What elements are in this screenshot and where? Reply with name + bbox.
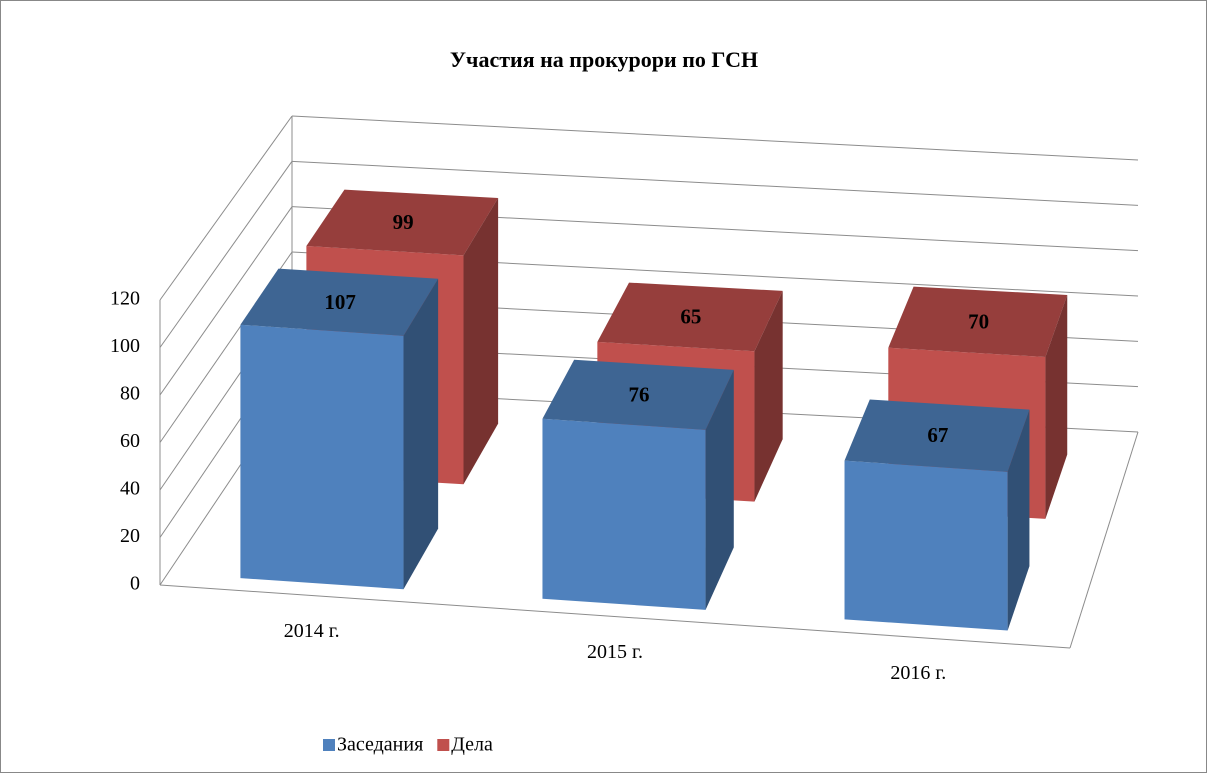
data-label: 99 bbox=[393, 210, 414, 234]
bar-side bbox=[754, 290, 783, 502]
grid-line bbox=[159, 206, 293, 396]
y-tick-label: 0 bbox=[130, 573, 140, 595]
legend-label: Заседания bbox=[337, 734, 423, 756]
bar-front bbox=[240, 324, 404, 590]
bar-side bbox=[1045, 294, 1068, 519]
data-label: 70 bbox=[968, 309, 989, 333]
data-label: 67 bbox=[927, 423, 948, 447]
grid-line bbox=[291, 160, 1139, 206]
bar-top bbox=[844, 399, 1030, 472]
x-tick-label: 2016 г. bbox=[890, 662, 946, 684]
data-label: 76 bbox=[628, 382, 649, 406]
bar-side bbox=[705, 369, 734, 610]
floor-edge bbox=[1069, 431, 1139, 649]
legend-swatch bbox=[323, 739, 335, 751]
grid-line bbox=[159, 161, 293, 348]
y-tick-label: 100 bbox=[110, 335, 140, 357]
grid-line bbox=[159, 115, 293, 301]
floor-edge bbox=[159, 584, 1071, 649]
x-tick-label: 2014 г. bbox=[284, 620, 340, 642]
y-tick-label: 80 bbox=[120, 383, 140, 405]
legend-swatch bbox=[437, 739, 450, 751]
legend-label: Дела bbox=[451, 734, 493, 756]
bar-front bbox=[844, 460, 1008, 631]
bar-top bbox=[306, 189, 499, 256]
chart-title: Участия на прокурори по ГСН bbox=[450, 47, 758, 72]
bar-top bbox=[888, 286, 1068, 358]
x-tick-label: 2015 г. bbox=[587, 641, 643, 663]
bar-side bbox=[403, 278, 439, 590]
bar-front bbox=[542, 418, 706, 610]
y-tick-label: 60 bbox=[120, 430, 140, 452]
bar-top bbox=[240, 268, 439, 336]
y-tick-label: 120 bbox=[110, 288, 140, 310]
y-tick-label: 20 bbox=[120, 525, 140, 547]
bar-side bbox=[463, 197, 499, 485]
bar-top bbox=[597, 282, 783, 352]
grid-line bbox=[291, 115, 1139, 161]
y-tick-label: 40 bbox=[120, 478, 140, 500]
bar-top bbox=[542, 359, 734, 430]
data-label: 65 bbox=[680, 304, 701, 328]
bar-side bbox=[1007, 409, 1030, 631]
data-label: 107 bbox=[324, 290, 356, 314]
